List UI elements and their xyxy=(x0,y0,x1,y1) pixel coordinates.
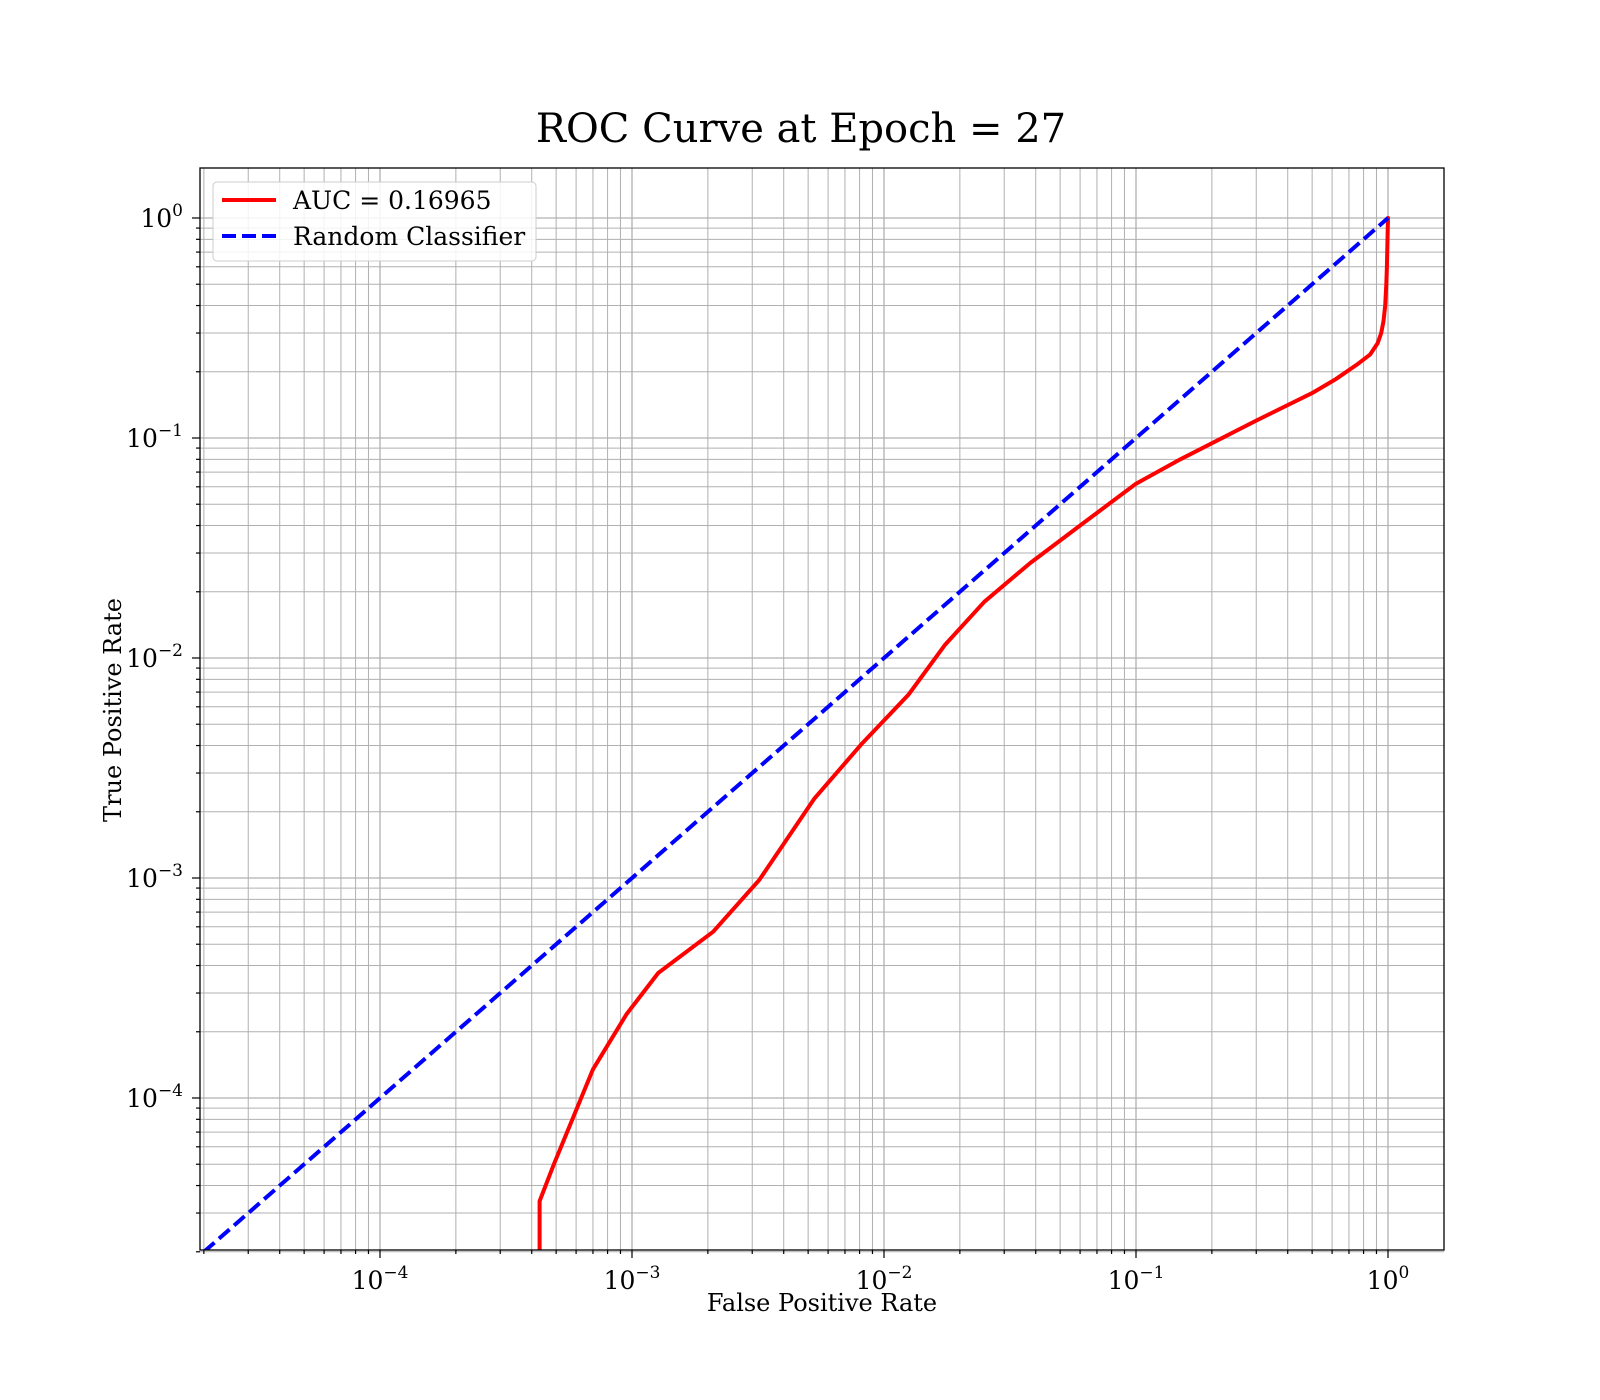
y-tick-label: 10−1 xyxy=(126,421,183,453)
legend-label-auc: AUC = 0.16965 xyxy=(292,186,491,215)
x-axis-label: False Positive Rate xyxy=(707,1289,937,1317)
chart-title: ROC Curve at Epoch = 27 xyxy=(536,106,1066,152)
x-tick-label: 10−3 xyxy=(604,1263,661,1295)
x-tick-label: 10−4 xyxy=(352,1263,409,1295)
y-tick-label: 100 xyxy=(140,201,183,233)
plot-frame xyxy=(199,167,1445,1251)
legend-label-random: Random Classifier xyxy=(293,222,525,251)
x-tick-label: 10−2 xyxy=(856,1263,913,1295)
roc-curve-line xyxy=(537,216,1390,1250)
y-tick-label: 10−3 xyxy=(126,861,183,893)
grid-lines xyxy=(200,168,1444,1253)
y-axis-label: True Positive Rate xyxy=(99,598,127,822)
legend-box xyxy=(212,181,537,262)
x-tick-label: 100 xyxy=(1367,1263,1410,1295)
axis-ticks: 10−4 10−3 10−2 10−1 100 10−4 10−3 10−2 10−1 100 xyxy=(126,201,1409,1295)
x-tick-label: 10−1 xyxy=(1108,1263,1165,1295)
random-classifier-line xyxy=(202,216,1390,1250)
y-tick-label: 10−4 xyxy=(126,1081,183,1113)
series-layer xyxy=(202,216,1390,1250)
y-tick-label: 10−2 xyxy=(126,641,183,673)
legend: AUC = 0.16965 Random Classifier xyxy=(212,181,537,262)
